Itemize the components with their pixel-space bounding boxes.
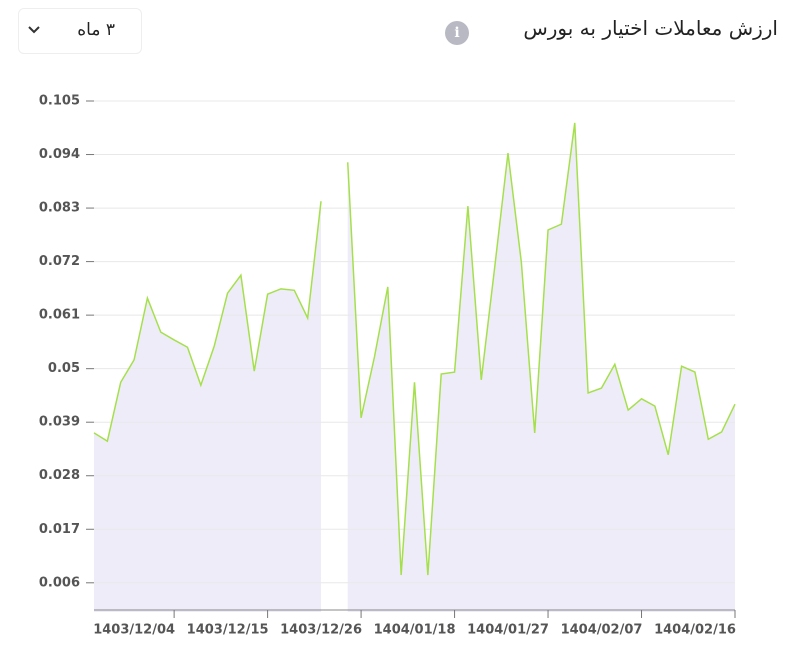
y-tick-label: 0.061	[39, 308, 80, 323]
line	[346, 122, 736, 576]
line	[93, 201, 322, 443]
y-tick-label: 0.094	[39, 147, 80, 162]
x-tick-label: 1404/01/18	[374, 623, 456, 638]
x-tick-label: 1403/12/15	[187, 623, 269, 638]
chart-title: ارزش معاملات اختیار به بورس	[523, 16, 778, 40]
y-tick-label: 0.083	[39, 201, 80, 216]
period-dropdown[interactable]: ۳ ماه	[18, 8, 142, 54]
chevron	[28, 26, 40, 34]
y-tick-label: 0.039	[39, 415, 80, 430]
y-tick-label: 0.028	[39, 468, 80, 483]
y-tick-label: 0.006	[39, 575, 80, 590]
x-tick-label: 1404/02/07	[561, 623, 643, 638]
period-label: ۳ ماه	[77, 20, 115, 40]
x-tick-label: 1403/12/26	[280, 623, 362, 638]
area	[94, 201, 322, 612]
x-tick-label: 1404/02/16	[654, 623, 736, 638]
y-tick-label: 0.072	[39, 254, 80, 269]
info-icon[interactable]: i	[445, 21, 469, 45]
area	[347, 122, 735, 613]
y-tick-label: 0.05	[48, 361, 80, 376]
x-tick-label: 1403/12/04	[93, 623, 175, 638]
x-tick-label: 1404/01/27	[467, 623, 549, 638]
y-tick-label: 0.105	[39, 94, 80, 109]
y-tick-label: 0.017	[39, 522, 80, 537]
